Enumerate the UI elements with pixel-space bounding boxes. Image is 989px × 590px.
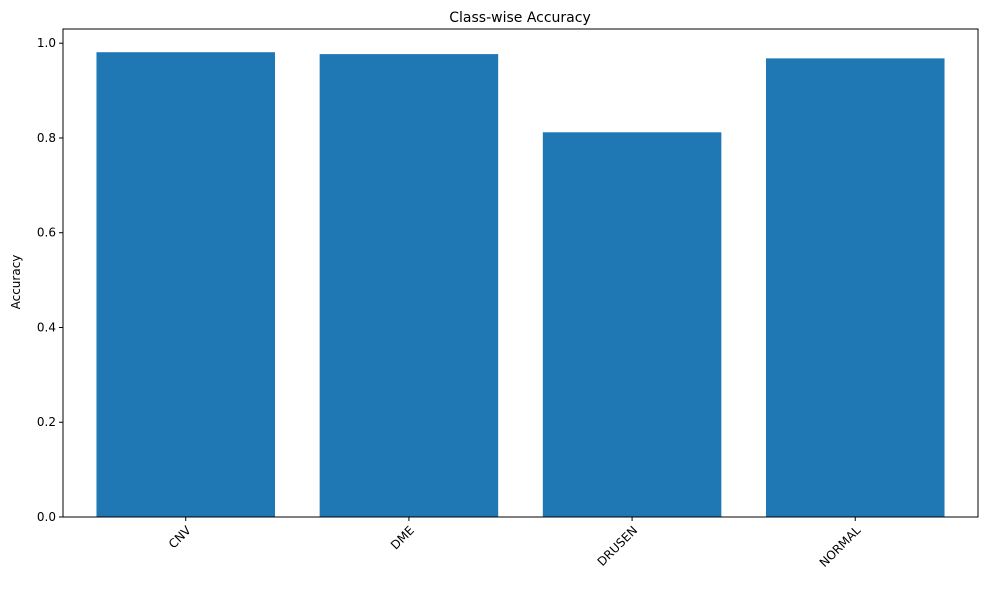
plot-frame	[62, 28, 979, 518]
chart-title: Class-wise Accuracy	[449, 10, 591, 26]
y-tick-label: 0.2	[37, 415, 56, 429]
y-tick-label: 1.0	[37, 36, 56, 50]
x-tick-label: DRUSEN	[595, 523, 641, 569]
x-tick-label: DME	[388, 523, 417, 552]
y-tick-label: 0.6	[37, 226, 56, 240]
bar-dme	[319, 54, 499, 517]
x-axis-ticks: CNV DME DRUSEN NORMAL	[166, 517, 864, 570]
y-axis-ticks: 0.0 0.2 0.4 0.6 0.8 1.0	[37, 36, 63, 524]
y-axis-label: Accuracy	[9, 255, 23, 310]
bar-drusen	[542, 132, 722, 517]
bar-cnv	[96, 52, 276, 517]
bar-normal	[765, 58, 945, 517]
y-tick-label: 0.8	[37, 131, 56, 145]
y-tick-label: 0.0	[37, 510, 56, 524]
x-tick-label: CNV	[166, 523, 195, 552]
x-tick-label: NORMAL	[817, 523, 864, 570]
y-tick-label: 0.4	[37, 320, 56, 334]
bars-group	[96, 52, 945, 517]
